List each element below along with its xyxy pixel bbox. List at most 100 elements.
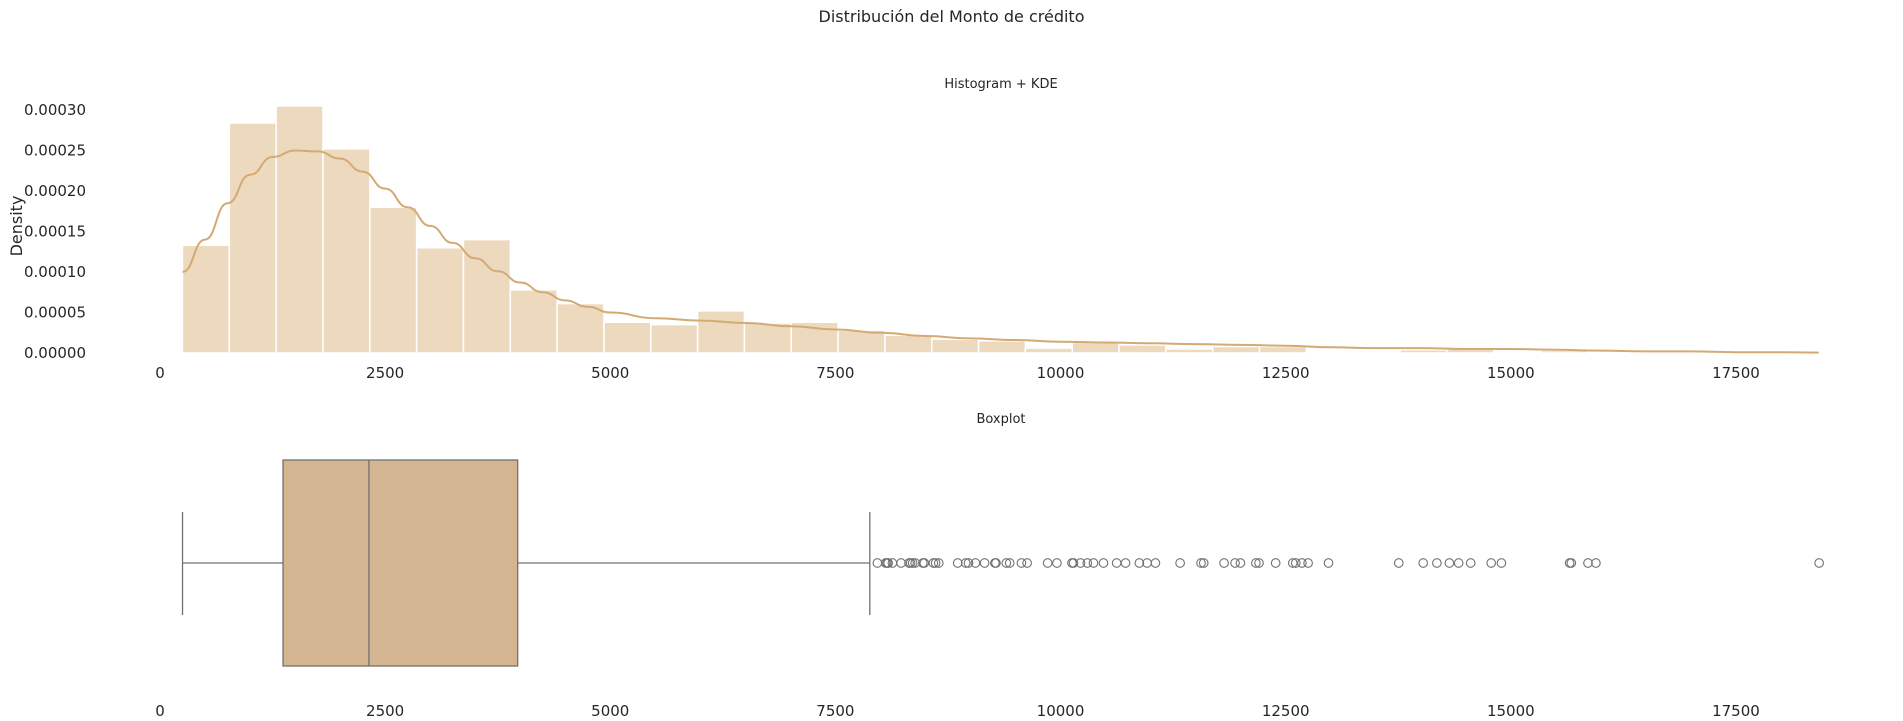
- boxplot-outlier: [928, 558, 939, 568]
- histogram-bar: [369, 206, 418, 354]
- boxplot-outlier: [1393, 558, 1404, 568]
- boxplot-outlier: [1230, 558, 1240, 568]
- histogram-x-tick-label: 12500: [1262, 364, 1310, 382]
- boxplot-outlier: [1004, 558, 1015, 568]
- boxplot-outlier: [1465, 558, 1476, 568]
- boxplot-outlier: [1098, 558, 1109, 568]
- histogram-bar: [884, 334, 933, 354]
- boxplot-outlier: [1432, 558, 1442, 568]
- boxplot-outlier: [1566, 558, 1577, 568]
- boxplot-outlier: [1068, 558, 1079, 568]
- boxplot-outlier: [1042, 558, 1053, 568]
- histogram-bar: [743, 322, 793, 354]
- boxplot-x-ticks: 0 2500 5000 7500 10000 12500 15000 17500: [155, 702, 1760, 720]
- boxplot-outlier: [1235, 558, 1246, 568]
- boxplot-outlier: [1082, 558, 1093, 568]
- histogram-bar: [1399, 349, 1448, 354]
- boxplot-outlier: [1591, 558, 1601, 568]
- boxplot-outliers: [872, 558, 1825, 568]
- boxplot-outlier: [930, 558, 941, 568]
- boxplot-outlier: [1198, 558, 1209, 568]
- histogram-bar: [1024, 347, 1073, 354]
- boxplot-outlier: [1303, 558, 1313, 568]
- histogram-y-ticks: 0.00000 0.00005 0.00010 0.00015 0.00020 0.000…: [24, 101, 86, 362]
- histogram-x-tick-label: 7500: [816, 364, 854, 382]
- histogram-bars: [181, 105, 1823, 354]
- boxplot-outlier: [872, 558, 883, 568]
- boxplot-outlier: [1120, 558, 1131, 568]
- boxplot-outlier: [1583, 558, 1593, 568]
- boxplot-outlier: [1323, 558, 1334, 568]
- histogram-bar: [650, 323, 699, 354]
- histogram-x-tick-label: 5000: [591, 364, 629, 382]
- boxplot-outlier: [1134, 558, 1145, 568]
- boxplot-outlier: [963, 558, 974, 568]
- boxplot-outlier: [1486, 558, 1497, 568]
- histogram-panel: Histogram + KDE Density 0.000000.000050.…: [7, 77, 1823, 382]
- boxplot-panel: Boxplot 0 2500 5000 7500 10000 12500 15000 1750…: [155, 412, 1825, 720]
- histogram-bar: [696, 310, 746, 354]
- boxplot-x-tick-label: 12500: [1262, 702, 1310, 720]
- boxplot-outlier: [1088, 558, 1099, 568]
- boxplot-outlier: [1254, 558, 1264, 568]
- histogram-bar: [415, 246, 465, 354]
- boxplot-outlier: [1111, 558, 1122, 568]
- histogram-x-tick-label: 0: [155, 364, 165, 382]
- histogram-bar: [603, 321, 652, 354]
- boxplot-outlier: [883, 558, 894, 568]
- histogram-x-ticks: 0 2500 5000 7500 10000 12500 15000 17500: [155, 364, 1760, 382]
- boxplot-outlier: [1418, 558, 1429, 568]
- boxplot-outlier: [896, 558, 906, 568]
- histogram-bar: [181, 244, 231, 354]
- boxplot-outlier: [1175, 558, 1185, 568]
- histogram-bar: [322, 148, 371, 354]
- histogram-x-tick-label: 15000: [1487, 364, 1535, 382]
- boxplot-outlier: [970, 558, 981, 568]
- boxplot-outlier: [1150, 558, 1161, 568]
- boxplot-box: [282, 459, 519, 667]
- histogram-y-tick-label: 0.00020: [24, 182, 86, 200]
- boxplot-x-tick-label: 5000: [591, 702, 629, 720]
- histogram-y-tick-label: 0.00015: [24, 223, 86, 241]
- histogram-bar: [1118, 344, 1167, 354]
- histogram-title: Histogram + KDE: [944, 77, 1057, 92]
- boxplot-outlier: [1453, 558, 1464, 568]
- boxplot-outlier: [1270, 558, 1281, 568]
- kde-curve: [182, 149, 1819, 354]
- boxplot-outlier: [933, 558, 944, 568]
- histogram-y-tick-label: 0.00010: [24, 263, 86, 281]
- boxplot-outlier: [979, 558, 990, 568]
- histogram-x-tick-label: 17500: [1712, 364, 1760, 382]
- boxplot-outlier: [960, 558, 971, 568]
- histogram-bar: [1492, 351, 1542, 354]
- histogram-y-tick-label: 0.00000: [24, 344, 86, 362]
- boxplot-outlier: [1016, 558, 1027, 568]
- histogram-ylabel: Density: [7, 196, 26, 257]
- boxplot-outlier: [1196, 558, 1206, 568]
- boxplot-outlier: [1290, 558, 1301, 568]
- histogram-bar: [509, 289, 558, 354]
- boxplot-outlier: [1297, 558, 1307, 568]
- histogram-bar: [1586, 351, 1635, 354]
- histogram-bar: [931, 338, 980, 354]
- boxplot-outlier: [1251, 558, 1261, 568]
- histogram-bar: [556, 302, 605, 354]
- boxplot-outlier: [991, 558, 1001, 568]
- boxplot-x-tick-label: 15000: [1487, 702, 1535, 720]
- histogram-bar: [977, 340, 1027, 354]
- boxplot-outlier: [1444, 558, 1455, 568]
- boxplot-x-tick-label: 10000: [1037, 702, 1085, 720]
- histogram-bar: [1258, 345, 1308, 354]
- boxplot-x-tick-label: 7500: [816, 702, 854, 720]
- boxplot-outlier: [1001, 558, 1012, 568]
- boxplot-x-tick-label: 2500: [366, 702, 404, 720]
- histogram-y-tick-label: 0.00030: [24, 101, 86, 119]
- histogram-bar: [1071, 341, 1120, 354]
- boxplot-title: Boxplot: [976, 412, 1025, 427]
- boxplot-x-tick-label: 0: [155, 702, 165, 720]
- histogram-bar: [275, 105, 324, 354]
- histogram-x-tick-label: 2500: [366, 364, 404, 382]
- boxplot-outlier: [1052, 558, 1062, 568]
